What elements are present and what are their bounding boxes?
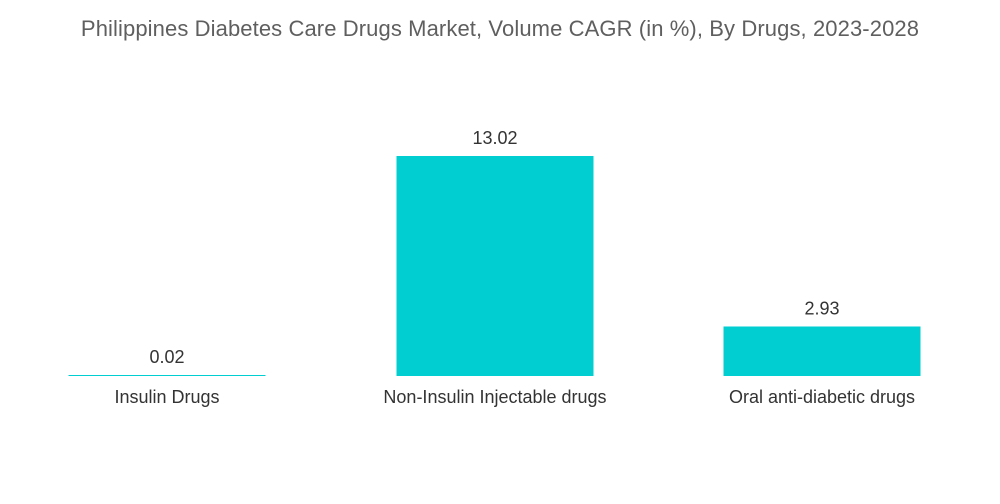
category-label-2: Non-Insulin Injectable drugs [383, 387, 606, 407]
value-label-3: 2.93 [804, 298, 839, 318]
category-label-1: Insulin Drugs [114, 387, 219, 407]
bars-layer [68, 156, 921, 376]
bar-2 [396, 156, 594, 376]
value-label-1: 0.02 [149, 347, 184, 367]
category-label-3: Oral anti-diabetic drugs [729, 387, 915, 407]
bar-3 [723, 326, 921, 376]
category-labels-layer: Insulin Drugs Non-Insulin Injectable drug… [114, 387, 915, 407]
value-label-2: 13.02 [472, 128, 517, 148]
bar-1 [68, 375, 266, 376]
value-labels-layer: 0.02 13.02 2.93 [149, 128, 839, 367]
chart-title: Philippines Diabetes Care Drugs Market, … [80, 16, 920, 41]
